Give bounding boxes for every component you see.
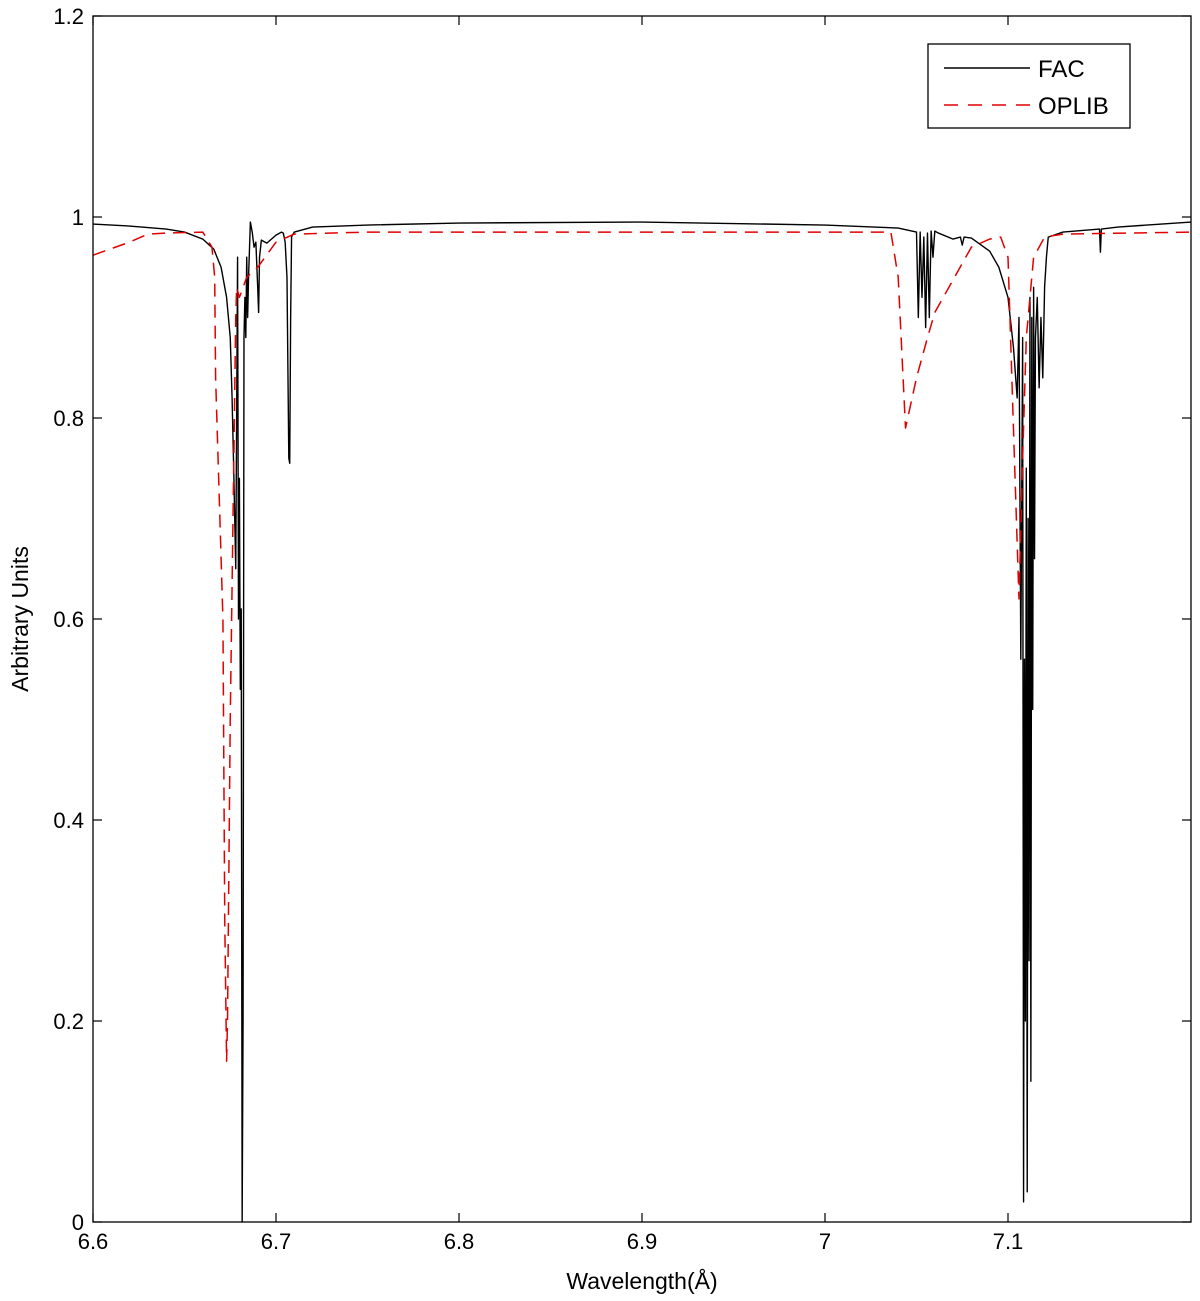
tick-layer: 6.6 6.7 6.8 6.9 7 7.1 0 0.2 0.4 0.6 0.8 1 1.2 [53, 4, 1191, 1254]
series-line-fac [92, 221, 1192, 1223]
legend: FAC OPLIB [927, 43, 1131, 129]
y-axis-label: Arbitrary Units [7, 546, 33, 692]
x-tick-label: 7 [819, 1229, 831, 1254]
legend-label-oplib: OPLIB [1038, 93, 1109, 120]
y-tick-label: 0.6 [53, 607, 84, 632]
plot-layer [92, 221, 1192, 1223]
x-tick-label: 6.8 [444, 1229, 475, 1254]
y-tick-label: 0.4 [53, 808, 84, 833]
y-tick-label: 0.8 [53, 406, 84, 431]
y-tick-label: 1 [72, 205, 84, 230]
series-line-oplib [92, 231, 1192, 1062]
x-tick-label: 6.9 [627, 1229, 658, 1254]
x-tick-label: 6.6 [78, 1229, 109, 1254]
y-tick-label: 1.2 [53, 4, 84, 29]
legend-label-fac: FAC [1038, 56, 1085, 83]
x-axis-label: Wavelength(Å) [566, 1267, 717, 1294]
x-tick-label: 7.1 [993, 1229, 1024, 1254]
legend-box [927, 43, 1131, 129]
x-tick-label: 6.7 [261, 1229, 292, 1254]
y-tick-label: 0 [72, 1210, 84, 1235]
y-tick-label: 0.2 [53, 1009, 84, 1034]
